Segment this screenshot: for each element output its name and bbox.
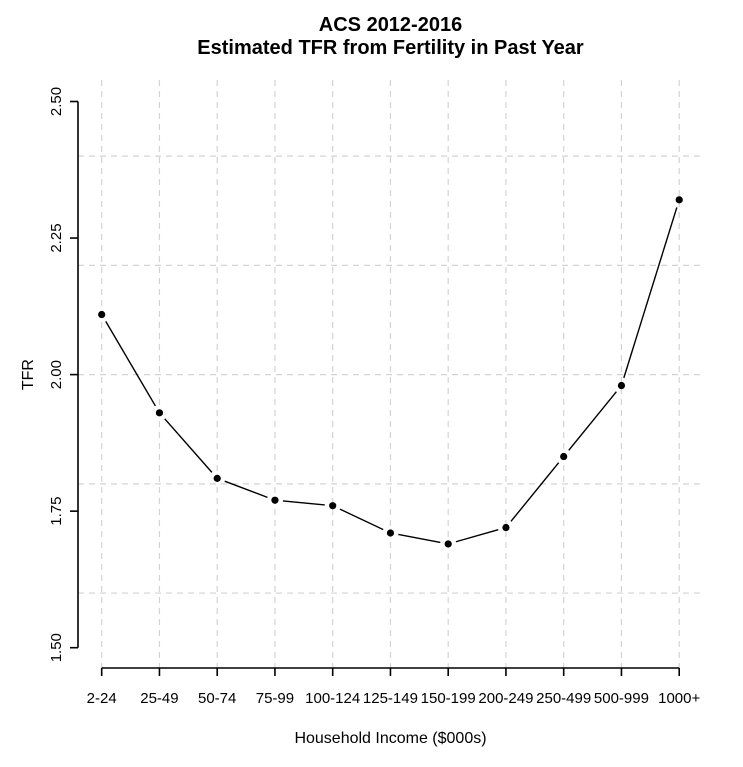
data-point (386, 529, 395, 537)
data-point (560, 452, 568, 461)
series-segment (105, 321, 157, 407)
y-axis-title: TFR (20, 359, 37, 390)
x-tick-label: 1000+ (658, 690, 700, 707)
x-tick-label: 200-249 (478, 690, 533, 707)
data-point (617, 381, 626, 390)
x-tick-label: 50-74 (198, 690, 236, 707)
chart-title-line-1: ACS 2012-2016 (318, 14, 463, 36)
x-tick-label: 100-124 (305, 690, 360, 707)
x-tick-label: 250-499 (536, 690, 591, 707)
data-point (444, 540, 452, 548)
x-tick-label: 25-49 (140, 690, 178, 707)
data-point (271, 496, 279, 504)
x-tick-label: 150-199 (421, 690, 476, 707)
data-point (675, 196, 683, 204)
y-tick-label: 2.00 (48, 360, 65, 389)
series-segment (398, 533, 441, 544)
x-tick-label: 2-24 (87, 690, 117, 707)
y-tick-label: 1.75 (48, 497, 65, 526)
chart-title: ACS 2012-2016 Estimated TFR from Fertili… (78, 14, 703, 60)
series-segment (164, 418, 213, 473)
data-point (502, 523, 510, 532)
data-point (155, 409, 164, 417)
y-tick-label: 1.50 (48, 633, 65, 662)
series-segment (339, 508, 384, 531)
series-segment (510, 462, 560, 522)
series-segment (282, 500, 325, 506)
data-point (213, 474, 221, 482)
series-segment (568, 391, 617, 451)
series-segment (224, 480, 268, 499)
series-segment (623, 207, 678, 379)
y-tick-label: 2.25 (48, 223, 65, 252)
chart-title-line-2: Estimated TFR from Fertility in Past Yea… (197, 37, 584, 59)
x-axis-title: Household Income ($000s) (294, 730, 486, 747)
x-tick-label: 500-999 (594, 690, 649, 707)
data-point (98, 310, 106, 319)
x-tick-label: 125-149 (363, 690, 418, 707)
series-segment (455, 529, 499, 543)
y-tick-label: 2.50 (48, 87, 65, 116)
data-point (329, 502, 337, 510)
x-tick-label: 75-99 (256, 690, 294, 707)
